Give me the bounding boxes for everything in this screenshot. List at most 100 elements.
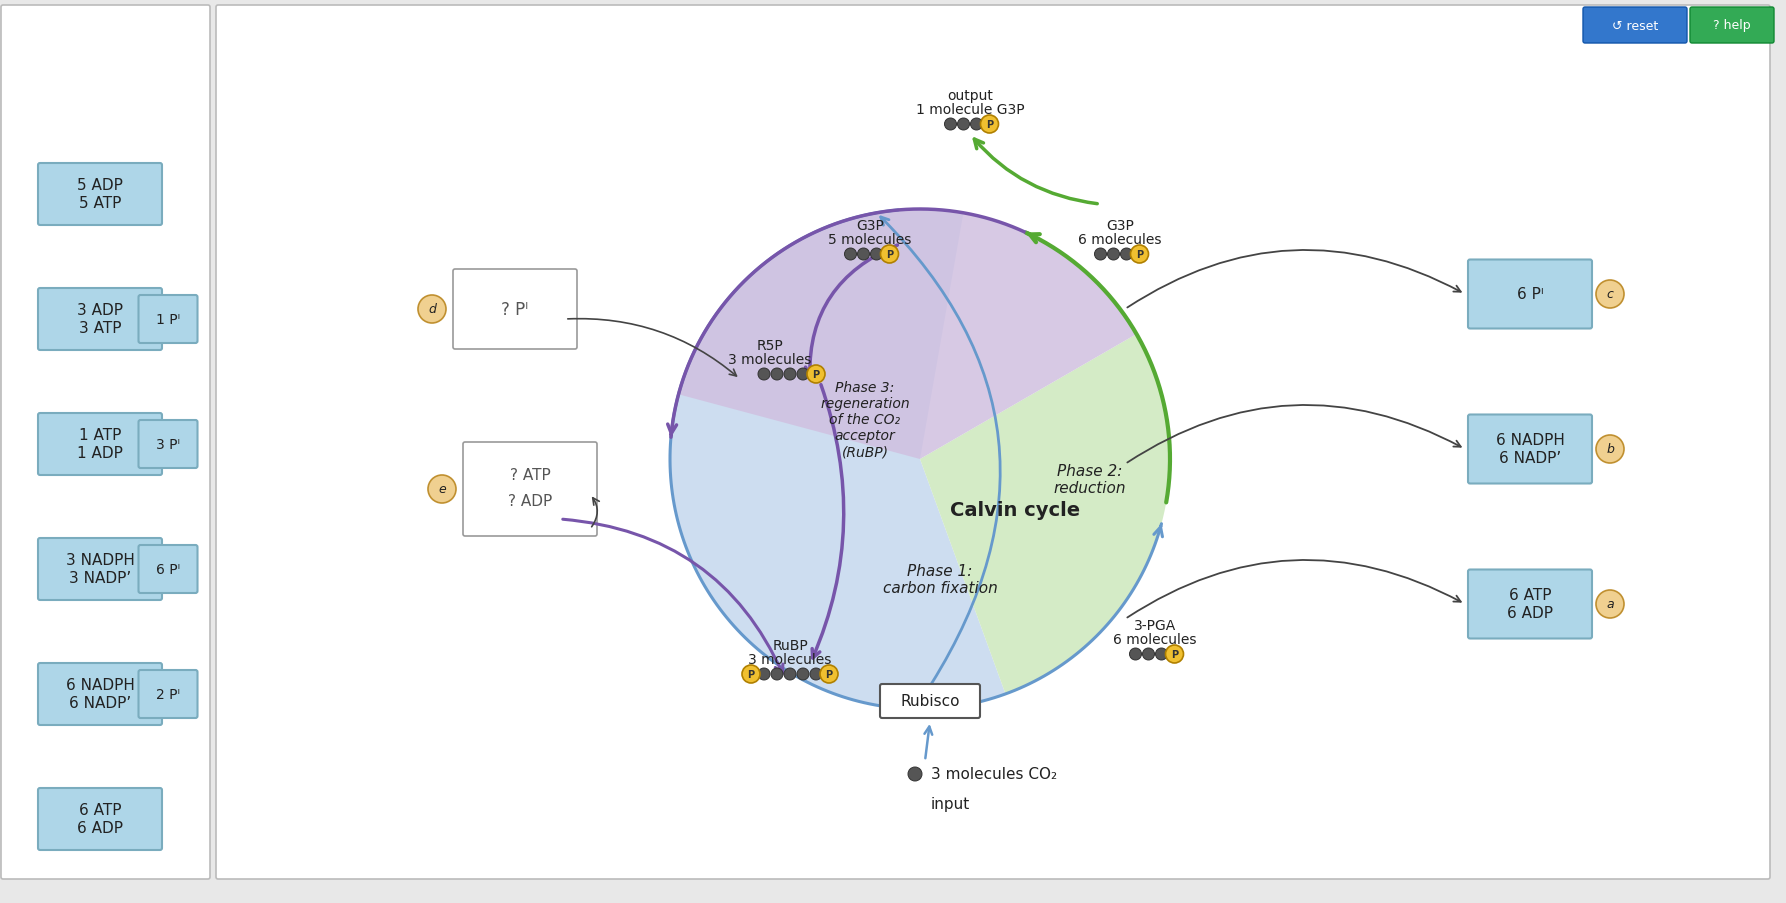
Circle shape [811,668,822,680]
FancyBboxPatch shape [38,538,163,600]
Text: Phase 2:
reduction: Phase 2: reduction [1054,463,1127,496]
FancyBboxPatch shape [1582,8,1688,44]
Text: b: b [1606,443,1615,456]
FancyBboxPatch shape [38,414,163,476]
Text: 3 molecules CO₂: 3 molecules CO₂ [931,767,1057,782]
FancyBboxPatch shape [139,670,198,718]
FancyBboxPatch shape [454,270,577,349]
FancyBboxPatch shape [463,442,597,536]
Text: 6 NADPH: 6 NADPH [66,678,134,693]
Text: 2 Pᴵ: 2 Pᴵ [155,687,180,702]
Text: 3 NADP’: 3 NADP’ [70,571,130,586]
Circle shape [784,668,797,680]
Circle shape [1129,648,1141,660]
Circle shape [820,666,838,684]
Text: ? help: ? help [1713,20,1750,33]
Text: 6 ATP: 6 ATP [1509,588,1552,603]
FancyBboxPatch shape [1468,260,1591,329]
FancyBboxPatch shape [2,6,211,879]
FancyBboxPatch shape [38,664,163,725]
Circle shape [797,368,809,380]
Circle shape [1120,248,1132,261]
Circle shape [1597,591,1623,619]
Text: P: P [986,120,993,130]
Circle shape [1143,648,1154,660]
Text: Rubisco: Rubisco [900,694,959,709]
Circle shape [1597,281,1623,309]
Text: a: a [1606,598,1615,610]
Circle shape [784,368,797,380]
FancyBboxPatch shape [880,684,981,718]
Text: Calvin cycle: Calvin cycle [950,500,1081,519]
FancyBboxPatch shape [1468,570,1591,638]
Circle shape [797,668,809,680]
FancyBboxPatch shape [216,6,1770,879]
Text: 1 Pᴵ: 1 Pᴵ [155,312,180,327]
Circle shape [880,246,898,264]
Text: 3 molecules: 3 molecules [748,652,832,666]
Text: 3-PGA: 3-PGA [1134,619,1177,632]
Text: ↺ reset: ↺ reset [1613,20,1657,33]
Text: 6 NADPH: 6 NADPH [1495,433,1565,448]
Circle shape [957,119,970,131]
Text: 6 Pᴵ: 6 Pᴵ [1516,287,1543,303]
Polygon shape [670,209,1006,709]
Text: e: e [438,483,446,496]
Circle shape [857,248,870,261]
Text: ? ADP: ? ADP [507,494,552,509]
Text: 3 ADP: 3 ADP [77,303,123,318]
Text: P: P [1136,250,1143,260]
Text: 3 NADPH: 3 NADPH [66,553,134,568]
Text: 6 Pᴵ: 6 Pᴵ [155,563,180,576]
Text: P: P [825,669,832,679]
Text: 6 ADP: 6 ADP [77,821,123,835]
Text: P: P [813,369,820,379]
Text: 5 ADP: 5 ADP [77,178,123,193]
Text: 3 Pᴵ: 3 Pᴵ [155,438,180,452]
Circle shape [741,666,761,684]
FancyBboxPatch shape [38,289,163,350]
Text: 6 NADP’: 6 NADP’ [70,695,130,711]
Text: 6 NADP’: 6 NADP’ [1498,451,1561,466]
Text: 5 molecules: 5 molecules [829,233,911,247]
Text: c: c [1607,288,1613,302]
Text: 1 ATP: 1 ATP [79,428,121,443]
FancyBboxPatch shape [139,421,198,469]
Text: G3P: G3P [1106,219,1134,233]
Text: ? ATP: ? ATP [509,468,550,483]
Text: P: P [1172,649,1179,659]
Polygon shape [920,335,1170,694]
Circle shape [757,668,770,680]
Text: input: input [931,796,970,812]
Circle shape [1156,648,1168,660]
Circle shape [845,248,857,261]
Circle shape [807,366,825,384]
Circle shape [981,116,998,134]
FancyBboxPatch shape [139,545,198,593]
Circle shape [1597,435,1623,463]
Circle shape [772,368,782,380]
Circle shape [907,768,922,781]
FancyBboxPatch shape [1690,8,1773,44]
Text: 6 ATP: 6 ATP [79,803,121,817]
Text: R5P: R5P [757,339,784,352]
Circle shape [970,119,982,131]
FancyBboxPatch shape [139,295,198,344]
Text: 1 ADP: 1 ADP [77,446,123,461]
FancyBboxPatch shape [1468,415,1591,484]
Text: P: P [886,250,893,260]
Circle shape [757,368,770,380]
Text: d: d [429,303,436,316]
Text: 3 molecules: 3 molecules [729,352,811,367]
Text: P: P [747,669,754,679]
Text: 1 molecule G3P: 1 molecule G3P [916,103,1025,116]
Circle shape [772,668,782,680]
Polygon shape [679,209,1136,460]
Circle shape [1166,646,1184,664]
Text: 6 ADP: 6 ADP [1507,606,1554,621]
Text: 6 molecules: 6 molecules [1113,632,1197,647]
Circle shape [870,248,882,261]
Text: output: output [947,88,993,103]
Circle shape [1095,248,1107,261]
Text: RuBP: RuBP [772,638,807,652]
